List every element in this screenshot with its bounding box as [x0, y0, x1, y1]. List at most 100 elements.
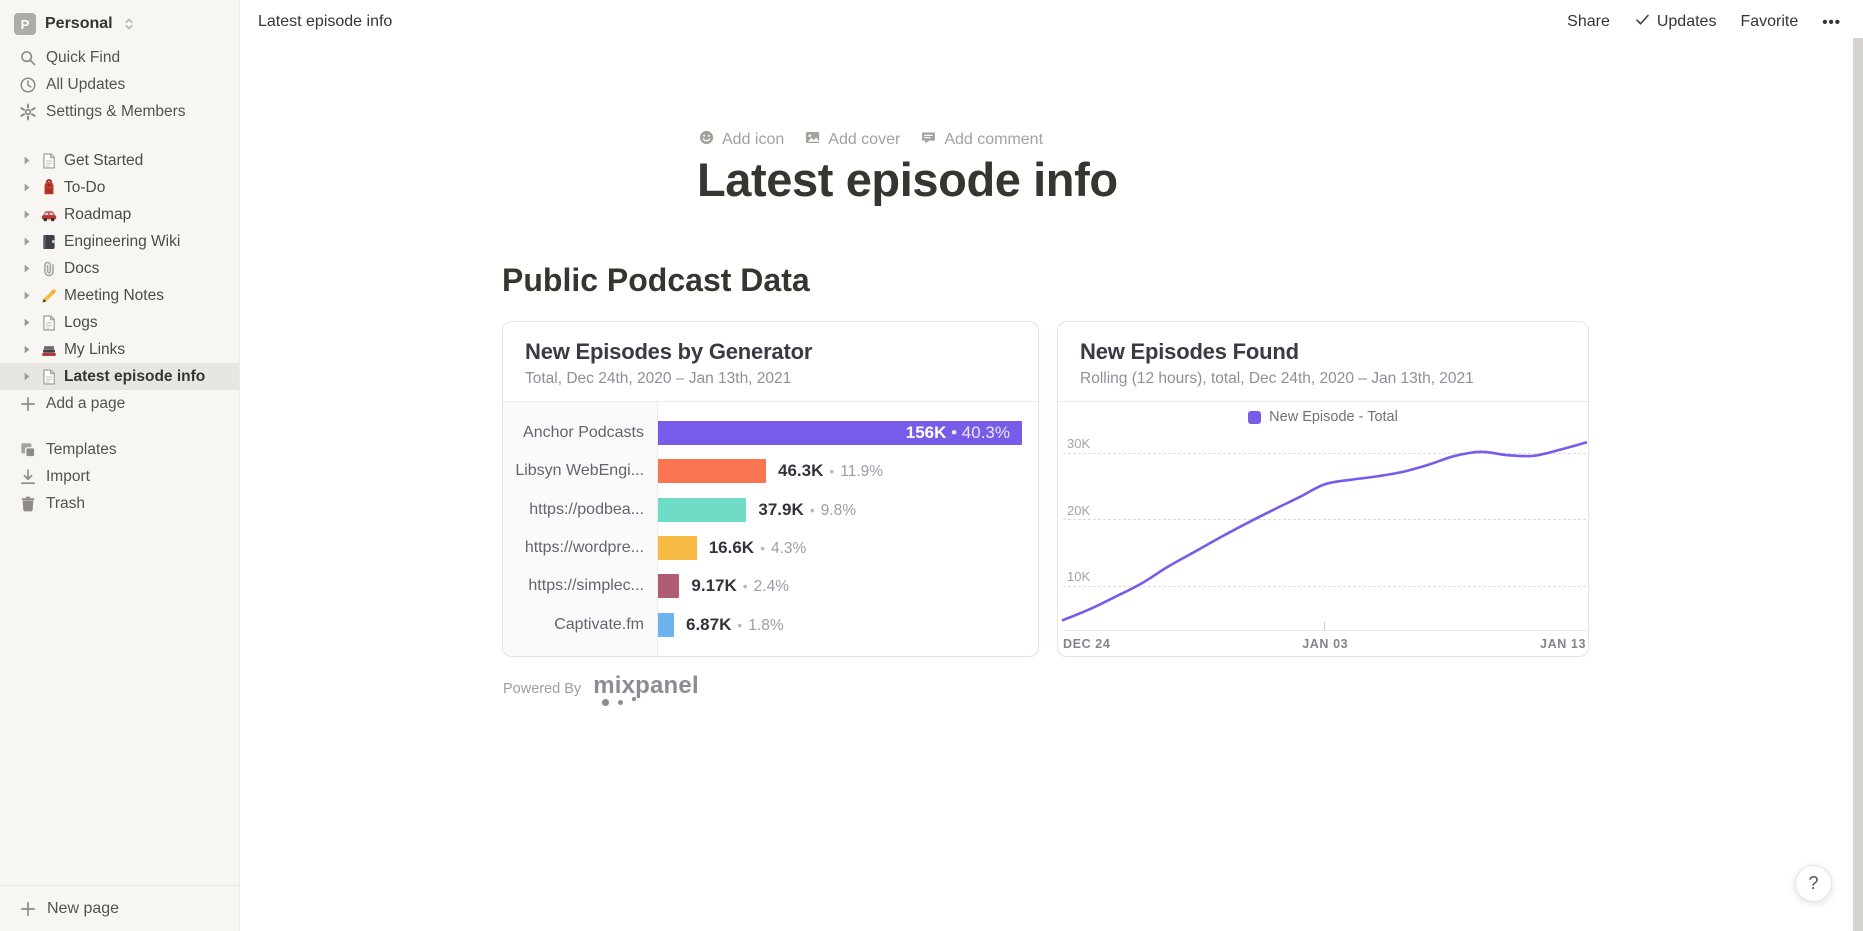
notebook-icon	[40, 233, 58, 251]
sidebar-item-meeting-notes[interactable]: Meeting Notes	[0, 282, 239, 309]
sidebar-item-to-do[interactable]: To-Do	[0, 174, 239, 201]
sidebar-item-get-started[interactable]: Get Started	[0, 147, 239, 174]
y-axis-tick: 30K	[1065, 436, 1093, 451]
books-icon	[40, 341, 58, 359]
bar-row: Captivate.fm 6.87K • 1.8%	[503, 605, 1038, 643]
sidebar-item-all-updates[interactable]: All Updates	[0, 71, 239, 98]
add-comment-button[interactable]: Add comment	[920, 129, 1043, 151]
page-decoration-actions: Add icon Add cover Add comment	[698, 129, 1043, 151]
add-comment-label: Add comment	[944, 131, 1044, 148]
bar-category-label: https://wordpre...	[524, 539, 644, 557]
sidebar-item-label: Get Started	[64, 151, 144, 169]
bar-category-label: Libsyn WebEngi...	[515, 462, 644, 480]
favorite-button[interactable]: Favorite	[1740, 13, 1799, 30]
sidebar-top-nav: Quick Find All Updates Settings & Members	[0, 44, 239, 125]
sidebar-item-my-links[interactable]: My Links	[0, 336, 239, 363]
powered-by-label: Powered By	[503, 681, 582, 697]
toggle-caret-icon[interactable]	[19, 288, 34, 303]
sidebar-item-docs[interactable]: Docs	[0, 255, 239, 282]
chevron-up-down-icon	[122, 17, 136, 31]
add-a-page-label: Add a page	[46, 394, 126, 412]
sidebar-item-quick-find[interactable]: Quick Find	[0, 44, 239, 71]
sidebar-item-trash[interactable]: Trash	[0, 490, 239, 517]
workspace-name: Personal	[45, 15, 113, 32]
bar-chart-label-column	[503, 402, 658, 656]
templates-icon	[19, 441, 37, 459]
check-icon: >	[1634, 11, 1651, 33]
line-series	[1061, 441, 1588, 622]
line-chart-plot: 30K 20K 10K	[1061, 426, 1588, 631]
updates-button[interactable]: > Updates	[1634, 11, 1716, 33]
sidebar-item-label: Roadmap	[64, 205, 132, 223]
car-icon	[40, 206, 58, 224]
share-button[interactable]: Share	[1567, 13, 1610, 30]
toggle-caret-icon[interactable]	[19, 315, 34, 330]
sidebar-item-label: Settings & Members	[46, 102, 186, 120]
sidebar-item-label: Trash	[46, 494, 86, 512]
workspace-avatar: P	[14, 13, 36, 35]
gear-icon	[19, 103, 37, 121]
sidebar-item-label: Quick Find	[46, 48, 121, 66]
sidebar-item-roadmap[interactable]: Roadmap	[0, 201, 239, 228]
import-icon	[19, 468, 37, 486]
add-icon-label: Add icon	[722, 131, 785, 148]
toggle-caret-icon[interactable]	[19, 207, 34, 222]
plus-icon	[19, 900, 37, 918]
x-axis-labels: DEC 24 JAN 03 JAN 13	[1063, 637, 1586, 651]
new-page-label: New page	[47, 899, 120, 917]
comment-icon	[920, 129, 937, 151]
bar-category-label: Captivate.fm	[554, 615, 644, 633]
image-icon	[804, 129, 821, 151]
sidebar-item-label: Meeting Notes	[64, 286, 164, 304]
bar-row: Libsyn WebEngi... 46.3K • 11.9%	[503, 452, 1038, 490]
x-axis-tick-mark	[1324, 622, 1325, 630]
toggle-caret-icon[interactable]	[19, 261, 34, 276]
bar-chart-subtitle: Total, Dec 24th, 2020 – Jan 13th, 2021	[525, 370, 792, 387]
toggle-caret-icon[interactable]	[19, 180, 34, 195]
bar-chart-title: New Episodes by Generator	[525, 339, 813, 364]
sidebar-item-label: Latest episode info	[64, 367, 206, 385]
section-heading[interactable]: Public Podcast Data	[502, 262, 810, 298]
bar-category-label: https://simplec...	[528, 577, 644, 595]
vertical-scrollbar[interactable]	[1853, 38, 1863, 931]
add-a-page-button[interactable]: Add a page	[0, 390, 239, 417]
y-axis-tick: 20K	[1065, 502, 1093, 518]
smiley-icon	[698, 129, 715, 151]
toggle-caret-icon[interactable]	[19, 369, 34, 384]
bar-row: Anchor Podcasts 156K • 40.3%	[503, 414, 1038, 452]
toggle-caret-icon[interactable]	[19, 153, 34, 168]
add-cover-button[interactable]: Add cover	[804, 129, 900, 151]
legend-label: New Episode - Total	[1269, 409, 1398, 425]
search-icon	[19, 49, 37, 67]
sidebar-item-latest-episode-info[interactable]: Latest episode info	[0, 363, 239, 390]
toggle-caret-icon[interactable]	[19, 342, 34, 357]
paperclip-icon	[40, 260, 58, 278]
sidebar-item-settings-members[interactable]: Settings & Members	[0, 98, 239, 125]
bar	[658, 536, 697, 561]
page-title[interactable]: Latest episode info	[697, 153, 1118, 206]
more-options-button[interactable]: •••	[1822, 13, 1841, 31]
bar-row: https://simplec... 9.17K • 2.4%	[503, 567, 1038, 605]
bar-chart-plot: Anchor Podcasts 156K • 40.3% Libsyn WebEng…	[503, 402, 1038, 656]
powered-by-mixpanel-link[interactable]: Powered By mixpanel	[503, 672, 699, 706]
page-icon	[40, 152, 58, 170]
toggle-caret-icon[interactable]	[19, 234, 34, 249]
help-button[interactable]: ?	[1795, 865, 1832, 902]
bar-category-label: Anchor Podcasts	[523, 424, 644, 442]
bar	[658, 574, 680, 599]
bar: 156K • 40.3%	[658, 421, 1022, 446]
x-axis-tick: DEC 24	[1063, 637, 1111, 651]
bar-chart-card: New Episodes by Generator Total, Dec 24t…	[502, 321, 1039, 657]
sidebar-item-templates[interactable]: Templates	[0, 436, 239, 463]
sidebar-item-import[interactable]: Import	[0, 463, 239, 490]
breadcrumb[interactable]: Latest episode info	[258, 13, 393, 30]
sidebar-item-label: Templates	[46, 440, 117, 458]
sidebar-item-engineering-wiki[interactable]: Engineering Wiki	[0, 228, 239, 255]
new-page-button[interactable]: New page	[0, 885, 239, 931]
workspace-switcher[interactable]: P Personal	[0, 8, 239, 40]
mixpanel-logo: mixpanel	[593, 672, 699, 706]
sidebar-item-label: Logs	[64, 313, 98, 331]
add-icon-button[interactable]: Add icon	[698, 129, 784, 151]
x-axis-tick: JAN 13	[1540, 637, 1586, 651]
sidebar-item-logs[interactable]: Logs	[0, 309, 239, 336]
